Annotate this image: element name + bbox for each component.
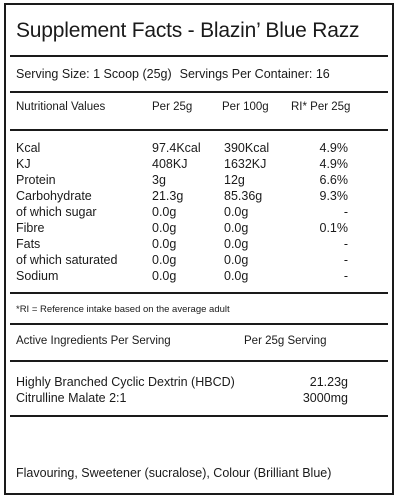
nutrient-name: Sodium (16, 269, 59, 283)
nutrient-per-100g: 1632KJ (224, 157, 267, 171)
nutrition-row: of which saturated 0.0g 0.0g - (6, 253, 392, 269)
panel-title: Supplement Facts - Blazin’ Blue Razz (16, 19, 360, 42)
nutrient-per-25g: 21.3g (152, 189, 184, 203)
nutrition-header-per-25g: Per 25g (152, 101, 193, 113)
nutrition-row: Protein 3g 12g 6.6% (6, 173, 392, 189)
nutrient-name: Protein (16, 173, 56, 187)
other-ingredients: Flavouring, Sweetener (sucralose), Colou… (16, 466, 332, 480)
divider (10, 415, 388, 417)
active-header-label: Active Ingredients Per Serving (16, 335, 171, 347)
nutrient-per-25g: 3g (152, 173, 166, 187)
nutrient-ri: - (343, 205, 348, 219)
nutrient-per-100g: 12g (224, 173, 245, 187)
nutrient-name: of which sugar (16, 205, 97, 219)
nutrient-per-25g: 408KJ (152, 157, 188, 171)
nutrition-row: of which sugar 0.0g 0.0g - (6, 205, 392, 221)
nutrient-ri: 4.9% (319, 157, 349, 171)
nutrient-name: Kcal (16, 141, 41, 155)
nutrient-per-25g: 0.0g (152, 205, 177, 219)
nutrition-row: Sodium 0.0g 0.0g - (6, 269, 392, 285)
ri-footnote: *RI = Reference intake based on the aver… (16, 304, 230, 315)
nutrient-per-100g: 0.0g (224, 237, 249, 251)
nutrient-name: of which saturated (16, 253, 118, 267)
nutrient-ri: 6.6% (319, 173, 349, 187)
nutrition-row: Carbohydrate 21.3g 85.36g 9.3% (6, 189, 392, 205)
nutrient-per-100g: 0.0g (224, 269, 249, 283)
divider (10, 292, 388, 294)
nutrient-per-100g: 0.0g (224, 221, 249, 235)
nutrient-name: Carbohydrate (16, 189, 92, 203)
nutrient-name: Fibre (16, 221, 45, 235)
nutrient-per-100g: 85.36g (224, 189, 263, 203)
divider (10, 360, 388, 362)
nutrient-ri: 9.3% (319, 189, 349, 203)
nutrient-per-25g: 0.0g (152, 253, 177, 267)
serving-size: Serving Size: 1 Scoop (25g) (16, 67, 172, 81)
nutrition-row: KJ 408KJ 1632KJ 4.9% (6, 157, 392, 173)
active-ingredient-amount: 3000mg (302, 391, 348, 405)
nutrient-per-100g: 390Kcal (224, 141, 270, 155)
serving-info: Serving Size: 1 Scoop (25g) Servings Per … (16, 67, 330, 81)
nutrient-per-25g: 0.0g (152, 221, 177, 235)
supplement-facts-panel: Supplement Facts - Blazin’ Blue Razz Ser… (4, 3, 394, 495)
nutrition-header-label: Nutritional Values (16, 101, 106, 113)
nutrient-per-25g: 0.0g (152, 237, 177, 251)
divider (10, 129, 388, 131)
active-ingredient-name: Citrulline Malate 2:1 (16, 391, 127, 405)
nutrient-ri: - (343, 253, 348, 267)
active-ingredient-amount: 21.23g (309, 375, 348, 389)
nutrient-name: KJ (16, 157, 31, 171)
nutrition-row: Fats 0.0g 0.0g - (6, 237, 392, 253)
nutrient-per-25g: 97.4Kcal (152, 141, 201, 155)
nutrition-row: Kcal 97.4Kcal 390Kcal 4.9% (6, 141, 392, 157)
nutrition-header-per-100g: Per 100g (222, 101, 269, 113)
servings-per-container: Servings Per Container: 16 (179, 67, 330, 81)
nutrient-per-100g: 0.0g (224, 205, 249, 219)
divider (10, 91, 388, 93)
nutrient-per-25g: 0.0g (152, 269, 177, 283)
active-ingredient-name: Highly Branched Cyclic Dextrin (HBCD) (16, 375, 235, 389)
divider (10, 55, 388, 57)
nutrient-ri: - (343, 269, 348, 283)
nutrient-per-100g: 0.0g (224, 253, 249, 267)
nutrient-ri: 4.9% (319, 141, 349, 155)
nutrition-row: Fibre 0.0g 0.0g 0.1% (6, 221, 392, 237)
active-header-per-serving: Per 25g Serving (244, 335, 327, 347)
divider (10, 323, 388, 325)
nutrient-ri: 0.1% (319, 221, 349, 235)
nutrition-header-ri: RI* Per 25g (291, 101, 351, 113)
nutrient-name: Fats (16, 237, 41, 251)
nutrient-ri: - (343, 237, 348, 251)
